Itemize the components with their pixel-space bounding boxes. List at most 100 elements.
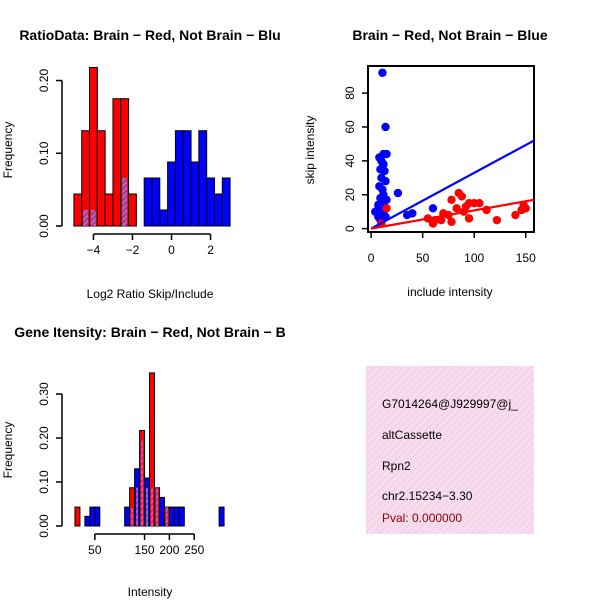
histogram-bar xyxy=(206,177,215,227)
histogram-overlap-bar xyxy=(141,439,144,526)
scatter-point xyxy=(511,210,520,220)
ratio-histogram-bars xyxy=(73,66,231,227)
ratio-histogram-axes: 0.00 0.10 0.20 −4 −2 0 2 xyxy=(37,69,214,257)
histogram-bar xyxy=(104,193,114,227)
x-tick-label: 250 xyxy=(184,543,204,557)
x-tick-label: 200 xyxy=(159,543,179,557)
scatter-point xyxy=(428,219,438,228)
histogram-overlap-bar xyxy=(83,210,89,226)
y-tick-label: 60 xyxy=(343,120,357,134)
scatter-point xyxy=(382,149,391,159)
scatter-point xyxy=(492,215,502,225)
y-tick-label: 40 xyxy=(343,154,357,168)
scatter-point xyxy=(380,166,389,176)
x-tick-label: 50 xyxy=(416,251,430,265)
scatter-point xyxy=(378,68,387,77)
histogram-bar xyxy=(182,130,192,227)
x-tick-label: 50 xyxy=(88,543,102,557)
y-tick-label: 20 xyxy=(343,188,357,202)
y-tick-label: 0 xyxy=(343,225,357,232)
scatter-point xyxy=(521,204,530,213)
scatter-xlabel: include intensity xyxy=(407,285,492,299)
ratio-histogram-xlabel: Log2 Ratio Skip/Include xyxy=(87,287,214,301)
scatter-point xyxy=(393,188,403,198)
gene-histogram-axes: 0.00 0.10 0.20 0.30 50 150 200 250 xyxy=(37,382,205,557)
gene-histogram-panel: Gene Itensity: Brain − Red, Not Brain − … xyxy=(1,324,286,599)
histogram-bar xyxy=(128,193,137,227)
y-tick-label: 80 xyxy=(343,86,357,100)
x-tick-label: 150 xyxy=(135,543,155,557)
x-tick-label: 150 xyxy=(516,251,536,265)
histogram-bar xyxy=(89,66,98,227)
histogram-bar xyxy=(159,209,169,227)
y-tick-label: 0.10 xyxy=(37,141,51,165)
gene-histogram-bars xyxy=(74,372,225,527)
scatter-point xyxy=(381,176,390,186)
info-panel-background xyxy=(366,366,534,534)
histogram-overlap-bar xyxy=(146,487,149,526)
histogram-bar xyxy=(73,193,83,227)
x-tick-label: −4 xyxy=(87,243,101,257)
y-tick-label: 0.20 xyxy=(37,69,51,93)
histogram-overlap-bar xyxy=(165,507,168,526)
histogram-bar xyxy=(124,506,131,527)
gene-histogram-ylabel: Frequency xyxy=(1,422,15,479)
event-type-text: altCassette xyxy=(382,428,442,442)
scatter-title: Brain − Red, Not Brain − Blue xyxy=(352,27,547,43)
scatter-point xyxy=(457,192,467,201)
ratio-histogram-panel: RatioData: Brain − Red, Not Brain − Blu … xyxy=(1,27,281,301)
histogram-overlap-bar xyxy=(122,178,128,226)
scatter-point xyxy=(402,210,412,220)
y-tick-label: 0.00 xyxy=(37,214,51,238)
ratio-histogram-ylabel: Frequency xyxy=(1,122,15,179)
histogram-bar xyxy=(89,506,96,527)
scatter-point xyxy=(464,214,474,223)
y-tick-label: 0.00 xyxy=(37,514,51,538)
scatter-point xyxy=(447,217,456,227)
histogram-bar xyxy=(168,506,175,527)
x-tick-label: 2 xyxy=(207,243,214,257)
scatter-point xyxy=(475,199,484,208)
ratio-histogram-title: RatioData: Brain − Red, Not Brain − Blu xyxy=(19,27,280,43)
info-panel: G7014264@J929997@j_ altCassette Rpn2 chr… xyxy=(366,366,534,534)
scatter-ylabel: skip intensity xyxy=(303,116,317,185)
x-tick-label: 100 xyxy=(464,251,484,265)
histogram-bar xyxy=(173,506,180,527)
histogram-overlap-bar xyxy=(136,487,139,526)
histogram-bar xyxy=(96,130,106,227)
scatter-point xyxy=(447,195,456,205)
y-tick-label: 0.10 xyxy=(37,470,51,494)
scatter-fit-lines xyxy=(370,139,535,230)
histogram-bar xyxy=(198,130,208,227)
gene-histogram-xlabel: Intensity xyxy=(128,585,173,599)
histogram-bar xyxy=(74,506,81,527)
pval-text: Pval: 0.000000 xyxy=(382,511,462,525)
scatter-plot-box xyxy=(367,65,535,233)
histogram-bar xyxy=(112,98,122,227)
gene-name-text: Rpn2 xyxy=(382,459,411,473)
scatter-point xyxy=(382,204,391,213)
regression-line xyxy=(370,198,535,230)
histogram-overlap-bar xyxy=(155,487,158,526)
histogram-bar xyxy=(221,177,231,227)
regression-line xyxy=(370,139,535,230)
histogram-bar xyxy=(167,161,176,227)
histogram-bar xyxy=(190,161,200,227)
gene-id-text: G7014264@J929997@j_ xyxy=(382,397,518,411)
scatter-point xyxy=(381,122,390,132)
scatter-point xyxy=(437,215,446,225)
x-tick-label: −2 xyxy=(126,243,140,257)
gene-histogram-title: Gene Itensity: Brain − Red, Not Brain − … xyxy=(14,324,286,340)
y-tick-label: 0.30 xyxy=(37,382,51,406)
histogram-bar xyxy=(178,506,185,527)
y-tick-label: 0.20 xyxy=(37,426,51,450)
scatter-axes: 0 20 40 60 80 0 50 100 150 xyxy=(343,86,536,265)
scatter-point xyxy=(428,204,438,213)
histogram-bar xyxy=(151,177,161,227)
scatter-point xyxy=(371,207,380,216)
histogram-bar xyxy=(84,515,91,527)
histogram-overlap-bar xyxy=(131,507,134,526)
histogram-bar xyxy=(94,506,101,527)
histogram-bar xyxy=(213,193,223,227)
